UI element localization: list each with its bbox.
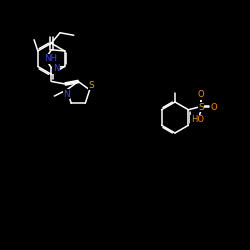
Text: O: O <box>198 90 204 99</box>
Text: O: O <box>210 103 217 112</box>
Text: S: S <box>88 81 94 90</box>
Text: NH: NH <box>44 54 57 63</box>
Text: HO: HO <box>191 115 204 124</box>
Text: N: N <box>53 64 59 74</box>
Text: S: S <box>198 103 204 112</box>
Text: N: N <box>63 90 70 99</box>
